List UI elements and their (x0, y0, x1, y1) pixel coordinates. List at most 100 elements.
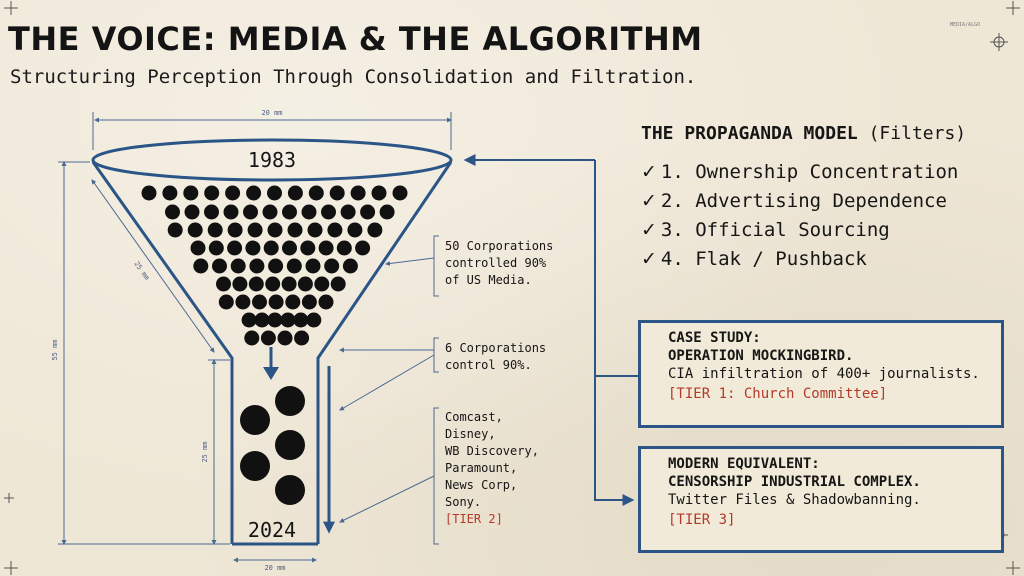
corporation-dot (355, 240, 371, 256)
corporation-dot (300, 240, 316, 256)
corporation-dot (190, 240, 206, 256)
case-study-body: CIA infiltration of 400+ journalists. (668, 366, 980, 382)
corporation-dot (360, 204, 376, 220)
corporation-dot (212, 258, 227, 274)
filter-label: 2. Advertising Dependence (660, 190, 947, 212)
page-subtitle: Structuring Perception Through Consolida… (10, 66, 697, 88)
page-title: THE VOICE: MEDIA & THE ALGORITHM (8, 20, 703, 58)
corporation-dot (287, 185, 303, 201)
corporation-dot (244, 330, 260, 346)
corporation-dot (277, 330, 293, 346)
corporation-dot (280, 312, 296, 328)
corporation-dot (204, 185, 220, 201)
corporation-dot (141, 185, 157, 201)
corporation-dot (287, 222, 303, 238)
corporation-dot (281, 276, 297, 292)
corporation-dot (297, 276, 313, 292)
company-tier: [TIER 2] (445, 512, 503, 526)
corporation-dot (254, 312, 270, 328)
corporation-dot (324, 258, 340, 274)
company-name: Paramount, (445, 461, 518, 475)
company-name: News Corp, (445, 478, 518, 492)
corporation-dot (267, 222, 283, 238)
corporation-dot (245, 240, 261, 256)
corporation-dot (227, 222, 243, 238)
corporation-dot (267, 312, 283, 328)
corporation-dot (243, 204, 258, 220)
corporation-dot (350, 185, 366, 201)
modern-subheading: CENSORSHIP INDUSTRIAL COMPLEX. (668, 474, 921, 490)
corporation-dot (301, 204, 317, 220)
corporation-dot (314, 276, 330, 292)
dim-bottom-width: 20 mm (264, 564, 285, 572)
filter-label: 4. Flak / Pushback (660, 248, 867, 270)
corporation-dot (165, 204, 180, 220)
corporation-dot (329, 185, 345, 201)
propaganda-model-title-suffix: (Filters) (868, 123, 967, 144)
corporation-dot (321, 204, 336, 220)
filter-item: ✓ 2. Advertising Dependence (641, 187, 958, 216)
corporation-dot (301, 294, 317, 310)
corporation-dot (268, 258, 284, 274)
corporation-dot (204, 204, 219, 220)
corporation-dot (265, 276, 281, 292)
year-2024: 2024 (248, 518, 296, 542)
filter-list: ✓ 1. Ownership Concentration ✓ 2. Advertis… (641, 158, 958, 274)
annotation-line: of US Media. (445, 273, 532, 287)
annotation-line: 50 Corporations (445, 239, 554, 253)
corporation-dot (371, 185, 387, 201)
down-flow-arrow (263, 347, 279, 380)
corporation-dot (327, 222, 343, 238)
company-name: Sony. (445, 495, 482, 509)
check-icon: ✓ (641, 161, 657, 183)
corporation-dot (263, 240, 279, 256)
corporation-dot (305, 258, 321, 274)
annotation-now: 6 Corporations control 90%. (445, 340, 546, 374)
annotation-line: control 90%. (445, 358, 532, 372)
check-icon: ✓ (641, 248, 657, 270)
corporation-dot (282, 204, 297, 220)
corporation-dot (268, 294, 284, 310)
corner-tag: MEDIA/ALGO (950, 22, 981, 28)
propaganda-model-title-text: THE PROPAGANDA MODEL (641, 123, 858, 144)
company-name: Disney, (445, 427, 496, 441)
company-name: WB Discovery, (445, 444, 539, 458)
corporation-dot (247, 222, 263, 238)
case-study-heading: CASE STUDY: (668, 330, 761, 346)
corporation-dot (293, 312, 309, 328)
filter-item: ✓ 3. Official Sourcing (641, 216, 958, 245)
case-study-subheading: OPERATION MOCKINGBIRD. (668, 348, 854, 364)
corporation-dot (208, 240, 224, 256)
corporation-dots-2024 (240, 386, 305, 505)
corporation-dot (232, 276, 248, 292)
corporation-dot (286, 258, 302, 274)
modern-tier: [TIER 3] (668, 512, 736, 528)
modern-body: Twitter Files & Shadowbanning. (668, 492, 921, 508)
corporation-dot (307, 222, 323, 238)
corporation-dot (248, 276, 264, 292)
annotation-line: controlled 90% (445, 256, 547, 270)
corporation-dot (379, 204, 395, 220)
corporation-dot (336, 240, 352, 256)
corporation-dot (216, 276, 231, 292)
check-icon: ✓ (641, 219, 657, 241)
filter-item: ✓ 4. Flak / Pushback (641, 245, 958, 274)
funnel-rim (91, 138, 453, 182)
corporation-dot (285, 294, 301, 310)
corporation-dot (193, 258, 209, 274)
filter-item: ✓ 1. Ownership Concentration (641, 158, 958, 187)
corporation-dot (227, 240, 243, 256)
annotation-companies: Comcast, Disney, WB Discovery, Paramount… (445, 409, 539, 528)
corporation-dot (183, 185, 199, 201)
corporation-dot (184, 204, 200, 220)
case-study-tier: [TIER 1: Church Committee] (668, 386, 888, 402)
corporation-dot (318, 294, 334, 310)
filter-label: 1. Ownership Concentration (660, 161, 959, 183)
corporation-dot (267, 185, 282, 201)
filter-label: 3. Official Sourcing (660, 219, 890, 241)
corporation-dot (342, 258, 358, 274)
dim-stem-height: 25 mm (201, 441, 209, 462)
corporation-dot (306, 312, 322, 328)
corporation-dot (252, 294, 267, 310)
